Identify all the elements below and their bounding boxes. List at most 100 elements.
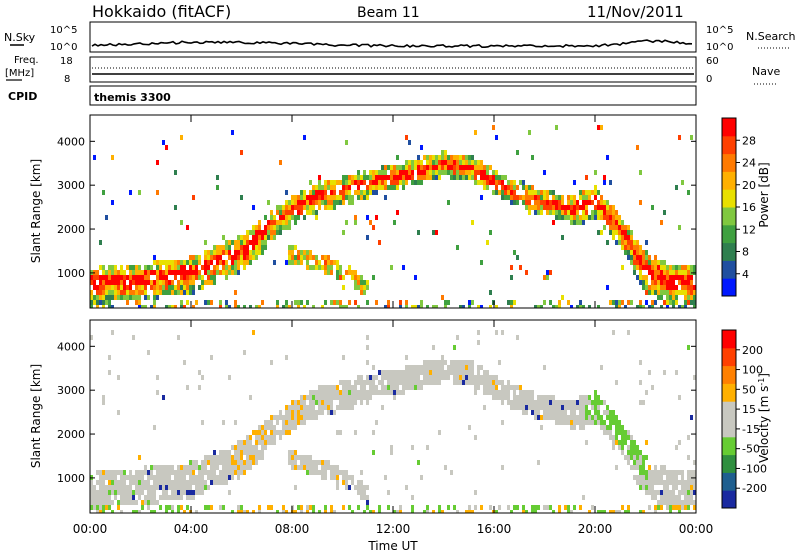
velocity-cell (159, 505, 162, 510)
velocity-cell (588, 410, 591, 415)
velocity-cell (381, 380, 384, 385)
velocity-cell (90, 490, 93, 495)
power-cell (294, 245, 297, 250)
power-cell (123, 285, 126, 290)
velocity-cell (303, 455, 306, 460)
power-cell (645, 280, 648, 285)
power-cell (234, 265, 237, 270)
velocity-cell (666, 505, 669, 510)
velocity-cell (654, 465, 657, 470)
power-cell (561, 215, 564, 220)
velocity-cell (660, 495, 663, 500)
power-cell (672, 305, 675, 308)
velocity-cell (180, 505, 183, 510)
power-colorbar-swatch (722, 189, 736, 208)
velocity-cell (363, 380, 366, 385)
velocity-cell (471, 365, 474, 370)
power-cell (156, 285, 159, 290)
velocity-cell (159, 480, 162, 485)
velocity-cell (252, 330, 255, 335)
power-cell (141, 275, 144, 280)
velocity-cell (582, 415, 585, 420)
power-cell (432, 175, 435, 180)
velocity-cell (285, 415, 288, 420)
power-cell (570, 195, 573, 200)
velocity-cell (402, 385, 405, 390)
velocity-cell (507, 505, 510, 510)
power-cell (330, 180, 333, 185)
velocity-cell (324, 405, 327, 410)
velocity-cell (120, 480, 123, 485)
power-cell (549, 200, 552, 205)
power-cell (165, 285, 168, 290)
velocity-cell (219, 460, 222, 465)
velocity-cell (177, 470, 180, 475)
power-cell (111, 290, 114, 295)
velocity-cell (213, 460, 216, 465)
power-cell (99, 290, 102, 295)
velocity-cell (309, 390, 312, 395)
velocity-cell (540, 400, 543, 405)
velocity-cell (366, 395, 369, 400)
velocity-cell (468, 370, 471, 375)
power-cell (390, 265, 393, 270)
velocity-cell (621, 445, 624, 450)
power-cell (195, 255, 198, 260)
velocity-cell (519, 390, 522, 395)
velocity-cell (600, 510, 603, 513)
velocity-cell (291, 465, 294, 470)
power-cell (120, 285, 123, 290)
power-cell (123, 280, 126, 285)
power-cell (378, 170, 381, 175)
power-cell (135, 265, 138, 270)
power-cell (465, 155, 468, 160)
power-cell (525, 270, 528, 275)
velocity-cell (396, 370, 399, 375)
velocity-cell (441, 355, 444, 360)
velocity-cell (312, 390, 315, 395)
velocity-cell (519, 395, 522, 400)
power-cell (546, 275, 549, 280)
power-cell (630, 235, 633, 240)
velocity-cell (213, 450, 216, 455)
velocity-cell (501, 420, 504, 425)
power-cell (258, 235, 261, 240)
power-ytick-label: 1000 (57, 267, 85, 280)
power-cell (618, 220, 621, 225)
power-cell (486, 185, 489, 190)
velocity-cell (642, 480, 645, 485)
power-cell (636, 240, 639, 245)
power-cell (354, 190, 357, 195)
velocity-cell (324, 395, 327, 400)
power-cell (615, 305, 618, 308)
power-cell (324, 195, 327, 200)
power-cell (471, 170, 474, 175)
power-cell (129, 265, 132, 270)
velocity-cell (102, 485, 105, 490)
velocity-cell (240, 445, 243, 450)
power-cell (615, 225, 618, 230)
velocity-cell (447, 370, 450, 375)
velocity-cell (120, 510, 123, 513)
power-cell (303, 190, 306, 195)
velocity-cell (513, 405, 516, 410)
power-cell (510, 300, 513, 305)
power-cell (621, 235, 624, 240)
power-cell (321, 200, 324, 205)
velocity-cell (462, 370, 465, 375)
velocity-cell (144, 480, 147, 485)
velocity-cell (627, 435, 630, 440)
power-cell (108, 275, 111, 280)
velocity-cell (618, 510, 621, 513)
velocity-cell (315, 415, 318, 420)
velocity-cell (264, 430, 267, 435)
power-cell (129, 295, 132, 300)
velocity-cell (240, 450, 243, 455)
velocity-cell (351, 400, 354, 405)
velocity-cell (621, 430, 624, 435)
power-cell (372, 175, 375, 180)
velocity-cell (525, 400, 528, 405)
velocity-cell (390, 390, 393, 395)
power-cell (336, 260, 339, 265)
